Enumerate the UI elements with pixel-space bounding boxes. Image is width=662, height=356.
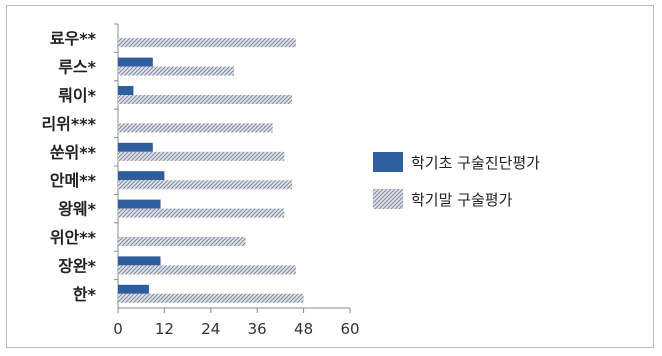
category-label: 뤄이* <box>58 86 96 105</box>
bar-initial <box>118 284 149 294</box>
bar-initial <box>118 199 161 209</box>
x-tick-label: 60 <box>340 320 359 338</box>
bar-final <box>118 95 292 104</box>
bar-final <box>118 180 292 190</box>
bar-final <box>118 208 285 218</box>
bar-final <box>118 38 296 48</box>
legend-swatch <box>373 152 403 172</box>
x-tick-label: 0 <box>113 320 123 338</box>
legend-label: 학기말 구술평가 <box>411 191 513 209</box>
bar-final <box>118 123 273 133</box>
x-tick-label: 12 <box>155 320 174 338</box>
category-label: 리위*** <box>41 114 96 133</box>
bar-final <box>118 265 296 275</box>
x-tick-label: 24 <box>201 320 220 338</box>
legend-label: 학기초 구술진단평가 <box>411 154 540 172</box>
category-label: 한* <box>73 285 97 304</box>
bar-initial <box>118 142 153 152</box>
category-label: 료우** <box>50 29 97 48</box>
bar-final <box>118 66 234 76</box>
bar-final <box>118 293 304 303</box>
category-label: 왕웨* <box>58 200 96 219</box>
x-tick-label: 36 <box>248 320 267 338</box>
bar-initial <box>118 171 165 181</box>
bar-initial <box>118 86 134 95</box>
category-label: 루스* <box>58 58 96 77</box>
bar-final <box>118 151 285 161</box>
chart-frame <box>6 5 654 348</box>
bar-initial <box>118 57 153 67</box>
category-label: 장완* <box>58 256 96 275</box>
bar-initial <box>118 256 161 266</box>
legend-swatch <box>373 189 403 209</box>
bar-final <box>118 237 246 246</box>
category-label: 안메** <box>50 171 97 190</box>
category-label: 쑨위** <box>50 143 97 162</box>
category-label: 위안** <box>50 228 97 247</box>
x-tick-label: 48 <box>294 320 313 338</box>
